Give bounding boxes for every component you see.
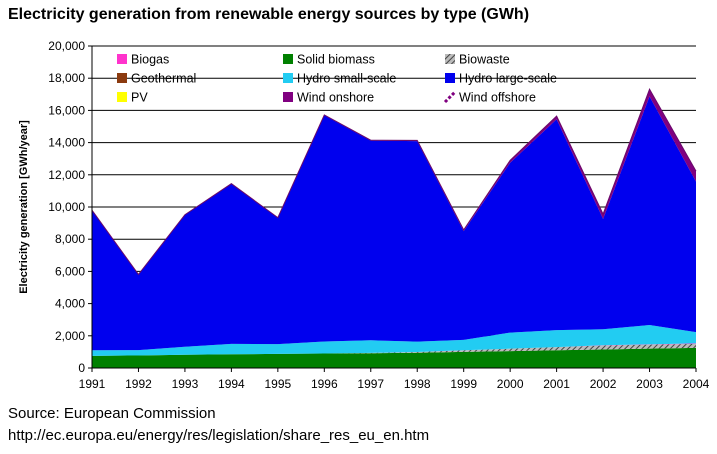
y-axis-label: Electricity generation [GWh/year] (18, 120, 30, 294)
y-tick-label: 18,000 (48, 71, 85, 85)
y-tick-label: 10,000 (48, 200, 85, 214)
stack-top-outline (91, 87, 697, 276)
legend-label: Biogas (131, 53, 169, 67)
y-tick-label: 0 (78, 361, 85, 375)
legend-label: Hydro small-scale (297, 72, 396, 86)
area-hydro-small-scale (92, 325, 696, 356)
legend-swatch (445, 54, 455, 64)
y-tick-label: 14,000 (48, 136, 85, 150)
source-text: Source: European Commission (8, 405, 216, 422)
legend-item-pv: PV (117, 91, 148, 105)
x-tick-label: 1995 (264, 377, 291, 391)
y-tick-label: 16,000 (48, 103, 85, 117)
legend-label: Wind onshore (297, 91, 374, 105)
y-tick-label: 12,000 (48, 168, 85, 182)
legend-label: PV (131, 91, 148, 105)
legend-label: Biowaste (459, 53, 510, 67)
x-tick-label: 1994 (218, 377, 245, 391)
legend-item-wind-onshore: Wind onshore (283, 91, 374, 105)
x-tick-label: 2000 (497, 377, 524, 391)
area-biowaste (92, 343, 696, 356)
legend-swatch (283, 54, 293, 64)
legend-swatch (283, 73, 293, 83)
x-tick-label: 2002 (590, 377, 617, 391)
legend-item-wind-offshore: Wind offshore (443, 90, 536, 105)
chart-title: Electricity generation from renewable en… (8, 6, 530, 23)
legend-item-biogas: Biogas (117, 53, 169, 67)
legend-item-solid-biomass: Solid biomass (283, 53, 375, 67)
legend-swatch (117, 92, 127, 102)
legend-item-hydro-large-scale: Hydro large-scale (445, 72, 557, 86)
legend-swatch (445, 73, 455, 83)
legend-item-geothermal: Geothermal (117, 72, 196, 86)
y-tick-label: 20,000 (48, 39, 85, 53)
x-tick-label: 1992 (125, 377, 152, 391)
y-tick-label: 4,000 (55, 297, 85, 311)
x-tick-label: 2003 (636, 377, 663, 391)
y-tick-label: 8,000 (55, 232, 85, 246)
legend-swatch (283, 92, 293, 102)
area-hydro-large-scale (92, 96, 696, 351)
x-tick-label: 1991 (79, 377, 106, 391)
x-tick-label: 1996 (311, 377, 338, 391)
x-tick-label: 2004 (683, 377, 710, 391)
legend-label: Wind offshore (459, 91, 536, 105)
source-url: http://ec.europa.eu/energy/res/legislati… (8, 427, 430, 444)
area-biogas (92, 343, 696, 356)
chart-figure: 0 2,000 4,000 6,000 8,000 10,000 12,000 14,000 1… (18, 39, 710, 391)
y-tick-label: 6,000 (55, 264, 85, 278)
x-tick-label: 1993 (172, 377, 199, 391)
x-tick-label: 1998 (404, 377, 431, 391)
x-tick-label: 1997 (357, 377, 384, 391)
legend-swatch (117, 73, 127, 83)
area-solid-biomass (92, 347, 696, 368)
legend-swatch (443, 90, 457, 104)
y-tick-label: 2,000 (55, 329, 85, 343)
x-tick-label: 2001 (543, 377, 570, 391)
x-tick-label: 1999 (450, 377, 477, 391)
legend-item-hydro-small-scale: Hydro small-scale (283, 72, 396, 86)
legend-label: Geothermal (131, 72, 196, 86)
legend-swatch (117, 54, 127, 64)
legend-label: Solid biomass (297, 53, 375, 67)
legend-item-biowaste: Biowaste (445, 53, 510, 67)
legend-label: Hydro large-scale (459, 72, 557, 86)
